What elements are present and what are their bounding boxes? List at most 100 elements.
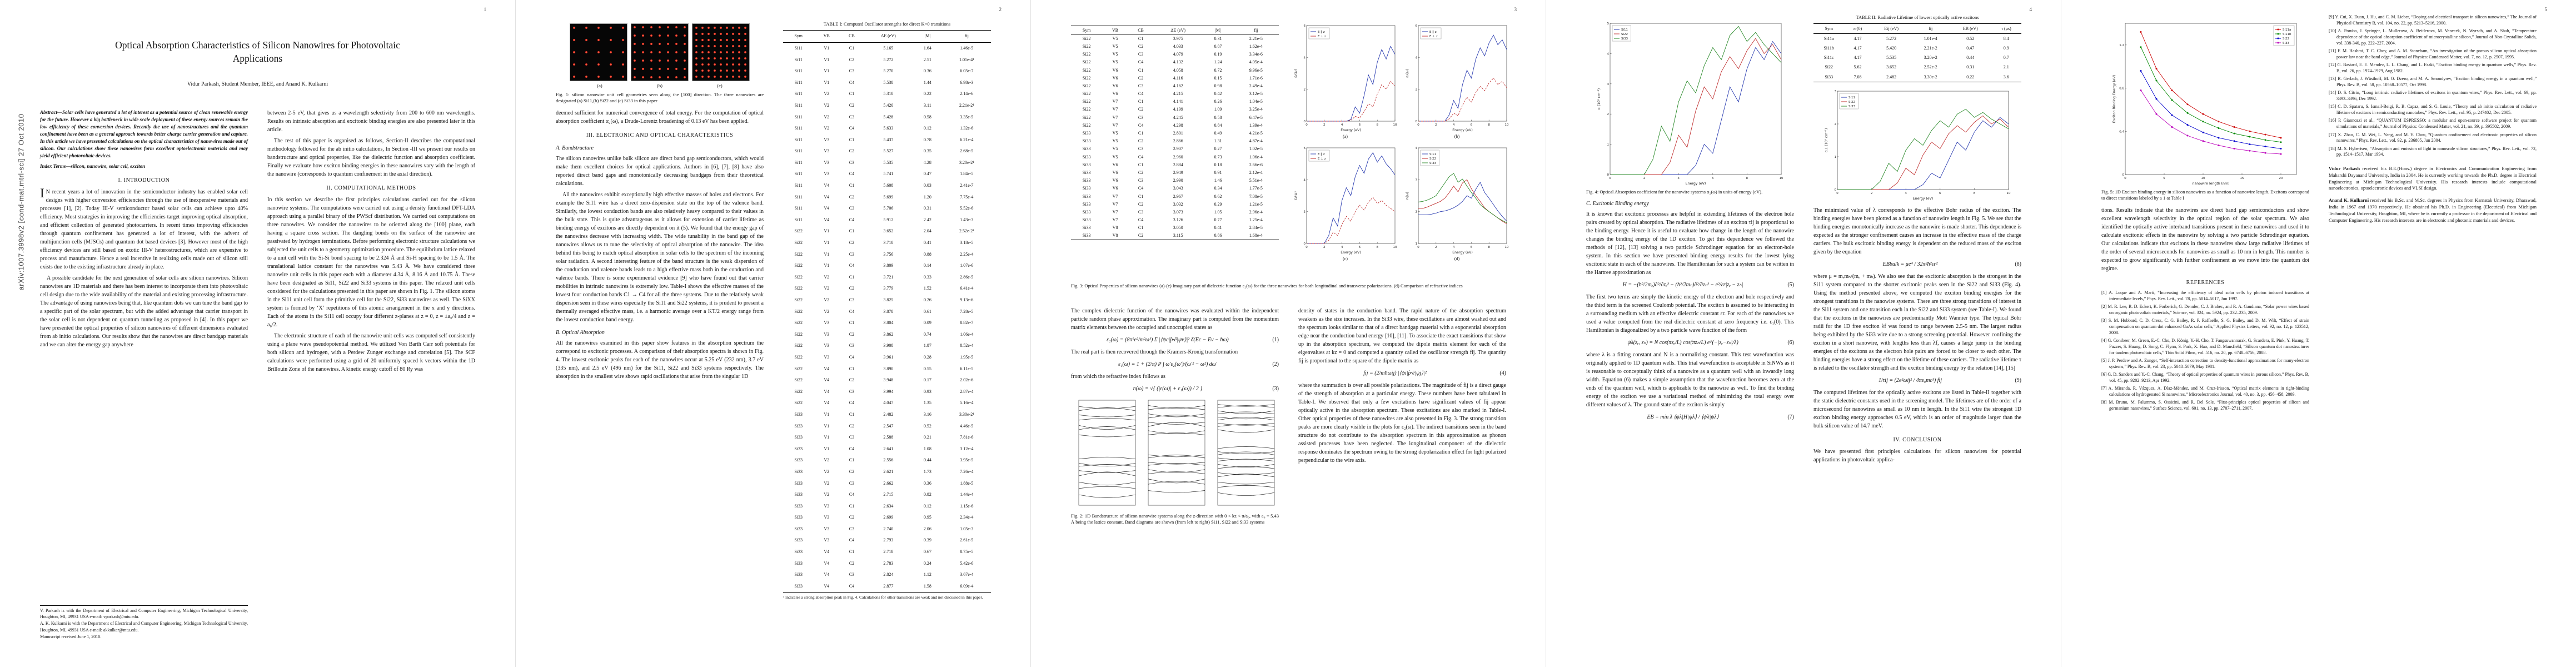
nanowire-geometry-si11-image xyxy=(570,23,627,81)
cell-fij: 6.11e-5 xyxy=(960,366,974,371)
cell-m: 1.35 xyxy=(923,400,931,406)
cell-eb: 0.22 xyxy=(1966,74,1975,79)
cell-de: 3.908 xyxy=(883,343,894,349)
table-header-cell: EB (eV) xyxy=(1962,26,1978,31)
fig2-si11-bandstructure-chart xyxy=(1072,397,1139,511)
cell-cb: C3 xyxy=(849,435,855,440)
svg-text:5: 5 xyxy=(2163,177,2165,180)
cell-fij: 1.15e-6 xyxy=(960,503,974,509)
cell-m: 0.58 xyxy=(923,114,931,120)
author-footnote: V. Parkash is with the Department of Ele… xyxy=(40,605,248,640)
svg-text:0.8: 0.8 xyxy=(2119,87,2124,91)
cell-m: 0.26 xyxy=(1214,99,1222,104)
cell-sym: Si22 xyxy=(794,354,803,360)
cell-vb: V5 xyxy=(1112,154,1118,160)
table-row: Si22 V1 C3 3.756 0.88 2.25e-4 xyxy=(783,248,991,260)
cell-sym: Si22 xyxy=(794,389,803,394)
cell-m: 1.73 xyxy=(923,469,931,474)
cell-vb: V7 xyxy=(1112,122,1118,128)
table-row: Si11 V2 C2 5.420 3.11 2.21e-2¹ xyxy=(783,100,991,112)
cell-vb: V1 xyxy=(824,228,830,234)
paper-title: Optical Absorption Characteristics of Si… xyxy=(115,39,400,64)
cell-cb: C2 xyxy=(1138,75,1144,81)
cell-cb: C4 xyxy=(849,354,855,360)
cell-sym: Si22 xyxy=(794,377,803,383)
cell-m: 0.27 xyxy=(1214,146,1222,152)
table-row: Si22 V6 C3 4.162 0.98 2.49e-4 xyxy=(1071,82,1279,89)
equation-number: (4) xyxy=(1499,370,1506,376)
svg-text:Energy (eV): Energy (eV) xyxy=(1686,182,1706,186)
cell-eij: 5.272 xyxy=(1886,36,1897,41)
svg-text:Si33: Si33 xyxy=(1848,105,1856,108)
cell-cb: C3 xyxy=(849,68,855,74)
table-row: Si11 V3 C3 5.535 4.28 3.20e-2¹ xyxy=(783,157,991,169)
svg-text:0: 0 xyxy=(1306,123,1308,127)
cell-cb: C4 xyxy=(1138,217,1144,223)
cell-fij: 3.67e-4 xyxy=(960,572,974,578)
cell-m: 0.93 xyxy=(923,389,931,394)
cell-de: 3.721 xyxy=(883,274,894,280)
cell-m: 3.16 xyxy=(923,411,931,417)
cell-vb: V7 xyxy=(1112,193,1118,199)
cell-cb: C3 xyxy=(849,526,855,531)
cell-fij: 6.21e-4 xyxy=(960,137,974,142)
cell-de: 2.824 xyxy=(883,572,894,578)
equation-1: ε₂(ω) = (8π²e²/m²ω²) Σ |⟨ψc|p̂·ê|ψv⟩|² δ… xyxy=(1071,336,1279,344)
figure-3-caption: Fig. 3: Optical Properties of silicon na… xyxy=(1071,283,1463,288)
cell-cb: C2 xyxy=(849,560,855,566)
cell-vb: V2 xyxy=(824,114,830,120)
equation-body: ε₁(ω) = 1 + (2/π) P ∫ ω′ε₂(ω′)/(ω′² − ω²… xyxy=(1118,361,1218,367)
cell-m: 0.15 xyxy=(1214,75,1222,81)
svg-text:Si22: Si22 xyxy=(1621,33,1628,36)
p4-right-column: TABLE II: Radiative Lifetime of lowest o… xyxy=(1813,14,2021,651)
cell-fij: 6.09e-4 xyxy=(960,583,974,589)
table-header-cell: ΔE (eV) xyxy=(881,33,896,39)
cell-sym: Si33 xyxy=(794,583,803,589)
cell-sym: Si22 xyxy=(1082,43,1091,49)
cell-vb: V2 xyxy=(824,469,830,474)
table-row: Si11 V4 C4 5.912 2.42 1.43e-3 xyxy=(783,215,991,226)
table-header-cell: Eij (eV) xyxy=(1884,26,1899,31)
svg-text:2: 2 xyxy=(1416,88,1418,92)
p1-left-column: Abstract—Solar cells have generated a lo… xyxy=(40,109,248,570)
cell-cb: C1 xyxy=(849,228,855,234)
cell-de: 3.652 xyxy=(883,228,894,234)
figure-4-caption: Fig. 4: Optical Absorption coefficient f… xyxy=(1586,189,1763,195)
svg-text:0: 0 xyxy=(1609,177,1611,180)
cell-sym: Si22 xyxy=(1082,52,1091,57)
cell-m: 0.74 xyxy=(923,331,931,337)
cell-vb: V4 xyxy=(824,560,830,566)
cell-fij: 2.52e-2¹ xyxy=(959,228,974,234)
reference-entry: [9] Y. Cui, X. Duan, J. Hu, and C. M. Li… xyxy=(2329,14,2537,26)
table-row: Si33 V6 C2 2.949 0.91 2.12e-4 xyxy=(1071,168,1279,176)
reference-entry: [1] A. Luque and A. Martí, “Increasing t… xyxy=(2101,290,2309,301)
equation-5: H = −(ħ²/2mₑ)∂²/∂zₑ² − (ħ²/2mₕ)∂²/∂zₕ² −… xyxy=(1586,281,1794,289)
cell-cb: C1 xyxy=(849,411,855,417)
cell-vb: V2 xyxy=(824,297,830,302)
page-5: 5 0 5 10 15 20 0 0.4 0.8 1.2 nanowire length (nm)… xyxy=(2061,0,2576,667)
cell-cb: C3 xyxy=(849,297,855,302)
svg-text:10: 10 xyxy=(1505,246,1509,249)
cell-sym: Si22 xyxy=(1082,122,1091,128)
cell-vb: V6 xyxy=(1112,83,1118,88)
cell-sym: Si11 xyxy=(794,194,803,200)
svg-text:6: 6 xyxy=(1471,246,1473,249)
cell-vb: V5 xyxy=(1112,138,1118,144)
cell-sym: Si33 xyxy=(1082,131,1091,136)
figure-1-caption: Fig. 1: silicon nanowire unit cell geome… xyxy=(556,91,764,104)
cell-m: 0.28 xyxy=(923,354,931,360)
cell-sym: Si33 xyxy=(794,560,803,566)
paragraph: density of states in the conduction band… xyxy=(1298,308,1506,364)
cell-m: 1.52 xyxy=(923,286,931,291)
svg-text:2: 2 xyxy=(1304,211,1306,214)
svg-text:Si11b: Si11b xyxy=(2283,33,2291,36)
cell-sym: Si33 xyxy=(1082,201,1091,207)
cell-m: 1.08 xyxy=(923,446,931,451)
cell-vb: V4 xyxy=(824,572,830,578)
author-biography: Anand K. Kulkarni received his B.Sc. and… xyxy=(2329,197,2537,224)
reference-entry: [17] X. Zhao, C. M. Wei, L. Yang, and M.… xyxy=(2329,132,2537,143)
cell-eps: 4.17 xyxy=(1853,46,1862,51)
